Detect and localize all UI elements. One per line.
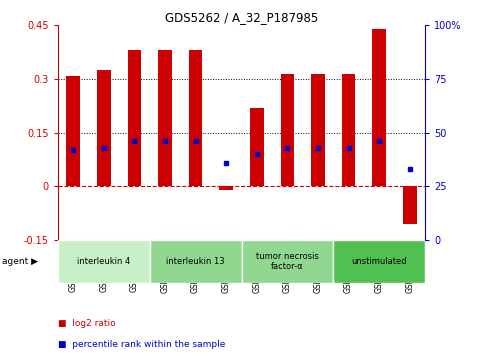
Text: tumor necrosis
factor-α: tumor necrosis factor-α xyxy=(256,252,319,272)
Text: interleukin 4: interleukin 4 xyxy=(77,257,130,266)
Text: ■  percentile rank within the sample: ■ percentile rank within the sample xyxy=(58,340,226,349)
Bar xyxy=(403,187,417,224)
Bar xyxy=(97,70,111,187)
Bar xyxy=(311,74,325,187)
Bar xyxy=(341,74,355,187)
Text: ■  log2 ratio: ■ log2 ratio xyxy=(58,319,115,327)
Text: agent ▶: agent ▶ xyxy=(2,257,39,266)
Bar xyxy=(372,29,386,187)
Bar xyxy=(189,50,202,187)
Text: interleukin 13: interleukin 13 xyxy=(166,257,225,266)
Bar xyxy=(58,240,150,283)
Bar xyxy=(242,240,333,283)
Title: GDS5262 / A_32_P187985: GDS5262 / A_32_P187985 xyxy=(165,11,318,24)
Bar xyxy=(128,50,142,187)
Bar xyxy=(333,240,425,283)
Bar xyxy=(66,76,80,187)
Bar xyxy=(250,108,264,187)
Text: unstimulated: unstimulated xyxy=(351,257,407,266)
Bar xyxy=(219,187,233,190)
Bar xyxy=(150,240,242,283)
Bar xyxy=(158,50,172,187)
Bar xyxy=(281,74,294,187)
